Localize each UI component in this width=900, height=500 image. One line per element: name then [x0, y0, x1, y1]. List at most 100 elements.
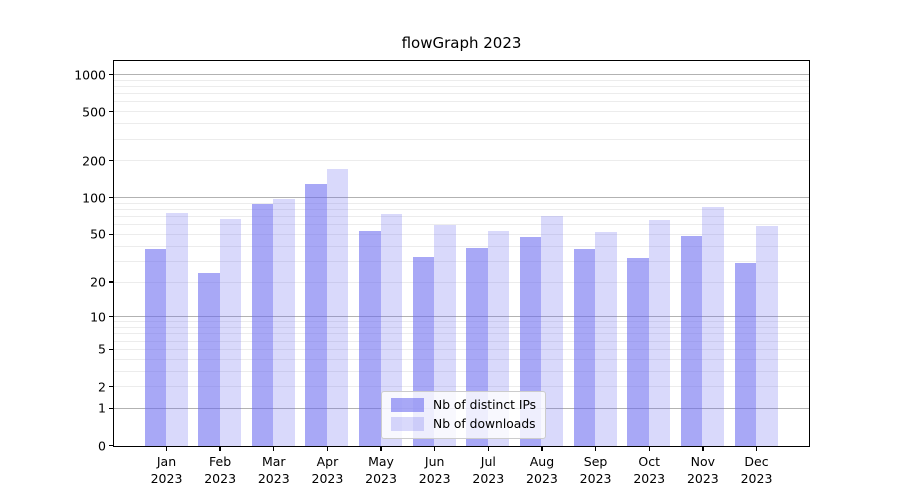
x-tick-mark	[326, 447, 329, 451]
legend-label-ips: Nb of distinct IPs	[433, 398, 537, 412]
x-tick-mark	[541, 447, 543, 451]
bar-ips-dec	[734, 263, 756, 446]
y-tick-label: 10	[90, 309, 106, 325]
x-tick-mark	[165, 447, 168, 451]
minor-gridline	[114, 160, 809, 162]
minor-gridline	[114, 281, 809, 283]
y-tick-mark	[109, 444, 113, 447]
bar-ips-feb	[198, 273, 220, 446]
major-gridline	[114, 316, 809, 318]
legend: Nb of distinct IPs Nb of downloads	[381, 391, 547, 439]
y-tick-mark	[109, 73, 113, 76]
bar-downloads-mar	[273, 199, 295, 446]
y-tick-mark	[109, 233, 113, 236]
minor-gridline	[114, 93, 809, 95]
bar-ips-nov	[680, 235, 703, 446]
x-tick-label: Nov 2023	[686, 454, 719, 486]
minor-gridline	[114, 216, 809, 218]
y-tick-label: 500	[82, 104, 106, 120]
minor-gridline	[114, 321, 809, 323]
minor-gridline	[114, 233, 809, 235]
x-tick-mark	[434, 447, 436, 451]
major-gridline	[114, 74, 809, 76]
bar-downloads-may	[380, 214, 403, 446]
bar-ips-apr	[305, 184, 327, 446]
legend-label-downloads: Nb of downloads	[433, 417, 536, 431]
bar-downloads-jan	[166, 213, 188, 446]
x-tick-label: Aug 2023	[526, 454, 558, 486]
x-tick-mark	[702, 447, 704, 451]
y-tick-label: 5	[98, 341, 106, 357]
y-tick-mark	[109, 281, 113, 283]
y-tick-label: 20	[90, 274, 106, 290]
x-tick-label: Jun 2023	[418, 454, 451, 486]
minor-gridline	[114, 348, 809, 350]
bar-ips-oct	[627, 258, 649, 446]
y-tick-label: 0	[98, 438, 106, 453]
legend-swatch-ips-icon	[391, 398, 424, 412]
x-tick-mark	[273, 447, 275, 451]
y-tick-mark	[109, 111, 113, 113]
x-tick-mark	[594, 447, 597, 451]
minor-gridline	[114, 340, 809, 342]
x-tick-label: Sep 2023	[579, 454, 612, 486]
minor-gridline	[114, 370, 809, 372]
minor-gridline	[114, 138, 809, 140]
legend-swatch-downloads-icon	[391, 417, 424, 431]
x-tick-mark	[219, 447, 221, 451]
bar-ips-mar	[251, 203, 274, 446]
bar-ips-may	[359, 230, 381, 446]
y-tick-mark	[109, 348, 113, 350]
minor-gridline	[114, 101, 809, 103]
x-tick-mark	[380, 447, 382, 451]
plot-area: Nb of distinct IPs Nb of downloads	[113, 60, 810, 447]
minor-gridline	[114, 224, 809, 226]
minor-gridline	[114, 333, 809, 335]
bar-downloads-oct	[648, 220, 671, 446]
x-tick-label: Jul 2023	[472, 454, 505, 486]
bar-ips-jan	[144, 249, 166, 446]
major-gridline	[114, 197, 809, 199]
bar-ips-sep	[573, 249, 596, 446]
y-tick-mark	[109, 197, 113, 199]
y-tick-mark	[109, 385, 113, 388]
x-tick-mark	[755, 447, 758, 451]
minor-gridline	[114, 111, 809, 113]
legend-item-downloads: Nb of downloads	[391, 417, 536, 431]
bar-downloads-nov	[702, 207, 724, 446]
legend-item-ips: Nb of distinct IPs	[391, 398, 536, 412]
x-tick-label: Jan 2023	[150, 454, 183, 486]
minor-gridline	[114, 358, 809, 360]
y-tick-label: 100	[82, 190, 106, 206]
x-tick-label: Mar 2023	[257, 454, 290, 486]
x-tick-mark	[648, 447, 650, 451]
bar-downloads-apr	[326, 169, 349, 446]
x-tick-label: Oct 2023	[633, 454, 666, 486]
minor-gridline	[114, 79, 809, 81]
bar-downloads-dec	[756, 226, 778, 446]
minor-gridline	[114, 202, 809, 204]
y-tick-label: 1000	[74, 67, 106, 83]
x-tick-label: Dec 2023	[740, 454, 773, 486]
bar-downloads-feb	[219, 219, 242, 446]
minor-gridline	[114, 86, 809, 87]
minor-gridline	[114, 123, 809, 125]
y-tick-mark	[109, 407, 113, 409]
y-tick-label: 1	[98, 400, 106, 416]
x-tick-label: Feb 2023	[204, 454, 237, 486]
bars-layer	[114, 61, 809, 446]
bar-downloads-sep	[595, 231, 617, 446]
y-tick-label: 200	[82, 153, 106, 169]
x-tick-label: May 2023	[365, 454, 397, 486]
y-tick-label: 2	[98, 379, 106, 394]
bar-downloads-jun	[434, 225, 456, 446]
minor-gridline	[114, 209, 809, 211]
x-tick-mark	[487, 447, 489, 451]
minor-gridline	[114, 260, 809, 262]
chart-title: flowGraph 2023	[401, 34, 522, 52]
minor-gridline	[114, 386, 809, 387]
y-tick-label: 50	[90, 226, 106, 242]
y-tick-mark	[109, 316, 113, 318]
y-tick-mark	[109, 160, 113, 162]
